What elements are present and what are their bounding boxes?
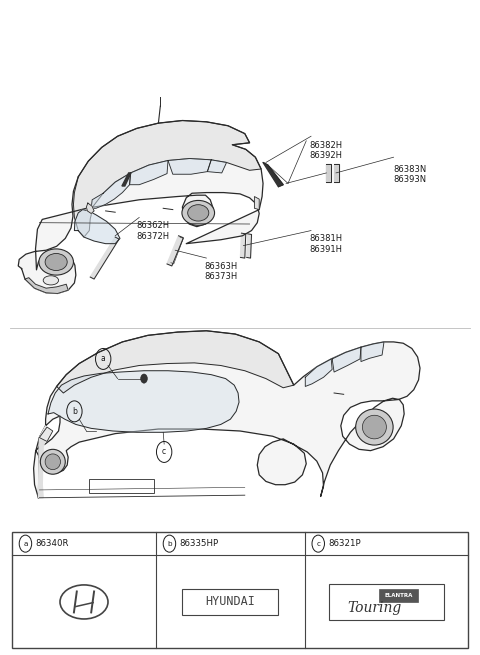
Polygon shape xyxy=(379,589,418,602)
Text: 86382H
86392H: 86382H 86392H xyxy=(310,141,343,160)
Polygon shape xyxy=(167,236,183,266)
Polygon shape xyxy=(254,196,259,210)
Polygon shape xyxy=(332,347,361,372)
Text: c: c xyxy=(162,447,166,457)
Polygon shape xyxy=(247,234,252,258)
Text: a: a xyxy=(23,540,28,547)
Polygon shape xyxy=(57,331,294,393)
Text: b: b xyxy=(72,407,77,416)
Polygon shape xyxy=(38,426,48,498)
Text: a: a xyxy=(101,354,106,364)
Polygon shape xyxy=(90,237,119,279)
Polygon shape xyxy=(361,342,384,362)
Polygon shape xyxy=(130,160,168,185)
Text: Touring: Touring xyxy=(347,601,402,616)
Polygon shape xyxy=(168,159,211,174)
Polygon shape xyxy=(91,173,131,208)
Ellipse shape xyxy=(182,200,215,225)
Polygon shape xyxy=(240,233,246,258)
Ellipse shape xyxy=(362,415,386,439)
Polygon shape xyxy=(263,162,283,187)
Polygon shape xyxy=(326,164,331,182)
Ellipse shape xyxy=(39,249,73,275)
Polygon shape xyxy=(86,203,94,214)
Text: 86363H
86373H: 86363H 86373H xyxy=(204,262,237,282)
Text: c: c xyxy=(316,540,320,547)
Text: 86362H
86372H: 86362H 86372H xyxy=(137,221,170,241)
Polygon shape xyxy=(34,331,420,498)
Polygon shape xyxy=(207,160,227,173)
Polygon shape xyxy=(122,173,131,186)
Text: ELANTRA: ELANTRA xyxy=(384,593,413,598)
Polygon shape xyxy=(73,121,261,237)
Polygon shape xyxy=(305,359,332,386)
Polygon shape xyxy=(334,164,339,182)
Text: b: b xyxy=(167,540,172,547)
Polygon shape xyxy=(18,121,263,293)
Text: 86335HP: 86335HP xyxy=(180,539,219,548)
Circle shape xyxy=(141,374,147,383)
Text: 86381H
86391H: 86381H 86391H xyxy=(310,234,343,254)
Ellipse shape xyxy=(45,253,67,271)
Ellipse shape xyxy=(40,449,65,474)
Ellipse shape xyxy=(45,454,60,470)
Ellipse shape xyxy=(43,276,59,285)
Polygon shape xyxy=(39,427,53,441)
Text: 86321P: 86321P xyxy=(328,539,361,548)
Ellipse shape xyxy=(356,409,393,445)
Text: 86383N
86393N: 86383N 86393N xyxy=(394,165,427,185)
Polygon shape xyxy=(25,278,68,293)
Polygon shape xyxy=(74,210,120,244)
Text: HYUNDAI: HYUNDAI xyxy=(205,595,255,608)
Polygon shape xyxy=(48,371,239,432)
Text: 86340R: 86340R xyxy=(36,539,69,548)
Ellipse shape xyxy=(188,204,209,221)
